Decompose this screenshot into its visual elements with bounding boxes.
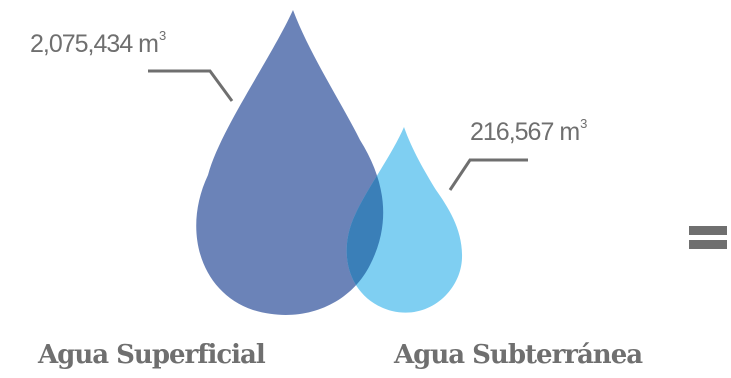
superficial-label: Agua Superficial	[38, 340, 266, 370]
subterranea-label: Agua Subterránea	[394, 340, 643, 370]
superficial-value: 2,075,434 m3	[30, 28, 166, 58]
superficial-drop	[196, 10, 384, 315]
equals-sign	[689, 226, 727, 249]
subterranea-value: 216,567 m3	[470, 116, 587, 146]
subterranea-leader-line	[448, 158, 528, 191]
superficial-leader-line	[148, 69, 234, 102]
subterranea-drop	[346, 127, 463, 313]
